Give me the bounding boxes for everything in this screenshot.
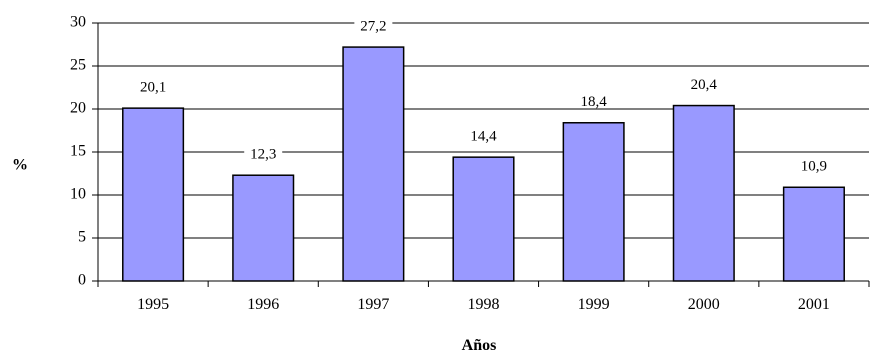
y-tick-label: 15	[70, 143, 86, 160]
x-tick-label: 2000	[688, 296, 720, 313]
x-tick-label: 1996	[247, 296, 279, 313]
bar-1998	[452, 156, 515, 282]
y-tick-label: 5	[78, 229, 86, 246]
y-tick-label: 25	[70, 57, 86, 74]
x-tick-label: 1998	[468, 296, 500, 313]
y-axis-title: %	[12, 157, 28, 174]
y-tick-label: 20	[70, 100, 86, 117]
data-label-background	[244, 144, 283, 161]
y-tick-label: 10	[70, 186, 86, 203]
data-label-background	[354, 16, 393, 33]
gridlines	[98, 22, 869, 239]
data-label-background	[464, 126, 503, 143]
bar-2001	[782, 186, 845, 282]
bar-1996	[232, 174, 295, 282]
x-axis-title: Años	[462, 337, 497, 354]
bar-2000	[672, 104, 735, 282]
x-tick-label: 2001	[798, 296, 830, 313]
x-tick-labels: 1995 1996 1997 1998 1999 2000 2001	[137, 296, 830, 313]
data-label: 27,2	[360, 19, 386, 35]
data-label: 20,1	[140, 80, 166, 96]
data-label: 10,9	[801, 159, 827, 175]
bar-1995	[122, 107, 185, 282]
bar-1997	[342, 46, 405, 282]
data-label: 12,3	[250, 147, 276, 163]
data-labels: 20,1 12,3 27,2 14,4 18,4 20,4 10,9	[134, 16, 833, 175]
x-tick-label: 1995	[137, 296, 169, 313]
y-tick-labels: 0 5 10 15 20 25 30	[70, 14, 86, 289]
bars	[122, 46, 845, 282]
y-tick-label: 30	[70, 14, 86, 31]
data-label-background	[134, 77, 173, 94]
x-tick-label: 1997	[357, 296, 389, 313]
axes	[92, 22, 870, 287]
data-label: 14,4	[470, 129, 497, 145]
x-tick-label: 1999	[578, 296, 610, 313]
data-label-background	[574, 91, 613, 108]
data-label-background	[794, 156, 833, 173]
data-label: 20,4	[691, 77, 718, 93]
data-label: 18,4	[581, 94, 608, 110]
y-tick-label: 0	[78, 272, 86, 289]
data-label-background	[684, 74, 723, 91]
bar-1999	[562, 122, 625, 282]
